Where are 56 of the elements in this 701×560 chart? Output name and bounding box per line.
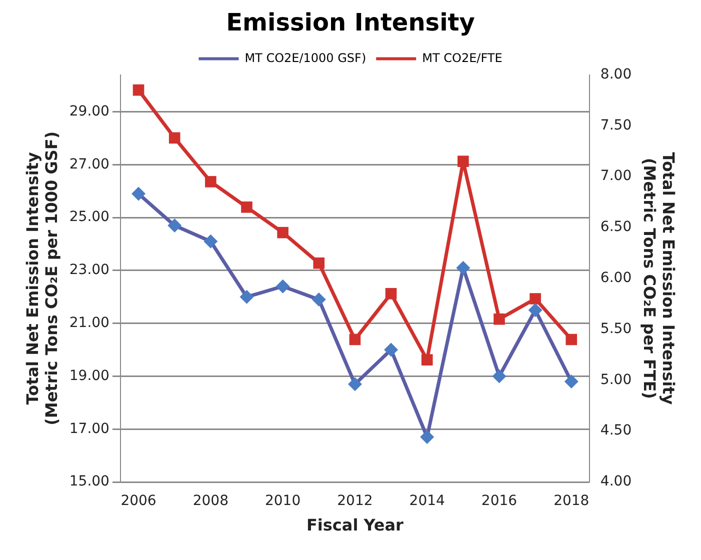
x-tick-label: 2018 xyxy=(554,493,590,510)
point xyxy=(384,342,398,357)
x-tick-label: 2006 xyxy=(120,493,156,510)
x-tick-label: 2008 xyxy=(192,493,228,510)
y2-tick-label: 7.50 xyxy=(600,117,632,134)
y-tick-label: 15.00 xyxy=(69,474,110,490)
point xyxy=(492,369,506,384)
chart-title: Emission Intensity xyxy=(226,8,476,37)
point xyxy=(168,132,180,144)
point xyxy=(132,84,144,96)
point xyxy=(277,226,288,238)
x-tick-label: 2016 xyxy=(481,493,518,510)
y-tick-label: 21.00 xyxy=(69,314,110,331)
point xyxy=(276,279,290,294)
point xyxy=(313,257,325,269)
legend-label: MT CO2E/1000 GSF) xyxy=(244,50,366,65)
point xyxy=(456,260,470,275)
point xyxy=(566,334,578,346)
point xyxy=(240,290,254,304)
y2-tick-label: 5.00 xyxy=(600,372,632,388)
point xyxy=(528,303,542,318)
point xyxy=(494,313,505,325)
point xyxy=(241,201,252,213)
x-axis-title: Fiscal Year xyxy=(306,516,404,535)
y2-tick-label: 6.00 xyxy=(600,270,632,286)
x-tick-label: 2014 xyxy=(409,493,445,510)
point xyxy=(312,292,326,307)
x-tick-label: 2012 xyxy=(337,493,373,510)
point xyxy=(348,377,362,392)
y2-tick-label: 7.00 xyxy=(600,168,632,184)
point xyxy=(168,218,182,233)
point xyxy=(205,176,216,188)
point xyxy=(385,288,397,300)
x-tick-label: 2010 xyxy=(264,493,301,510)
point xyxy=(458,156,469,167)
y2-tick-label: 6.50 xyxy=(600,219,632,236)
y-axis-title: Total Net Emission Intensity (Metric Tons CO₂E per 1000 GSF) xyxy=(22,131,61,426)
y-tick-label: 23.00 xyxy=(69,262,110,278)
y2-tick-label: 4.00 xyxy=(600,474,632,490)
point xyxy=(204,234,218,248)
y2-axis-title: Total Net Emission Intensity (Metric Tons CO₂E per FTE) xyxy=(640,152,678,406)
point xyxy=(564,374,578,389)
y2-tick-label: 4.50 xyxy=(600,422,632,439)
y-tick-label: 27.00 xyxy=(69,156,110,172)
point xyxy=(132,186,146,201)
y-tick-label: 17.00 xyxy=(69,420,110,437)
point xyxy=(421,354,433,366)
point xyxy=(349,334,361,346)
point xyxy=(420,430,434,444)
y-tick-label: 29.00 xyxy=(69,103,110,120)
y-tick-label: 25.00 xyxy=(69,209,110,226)
point xyxy=(530,293,541,304)
y2-tick-label: 5.50 xyxy=(600,320,632,337)
legend-label: MT CO2E/FTE xyxy=(422,50,502,65)
y-tick-label: 19.00 xyxy=(69,368,110,384)
y2-tick-label: 8.00 xyxy=(600,66,632,82)
